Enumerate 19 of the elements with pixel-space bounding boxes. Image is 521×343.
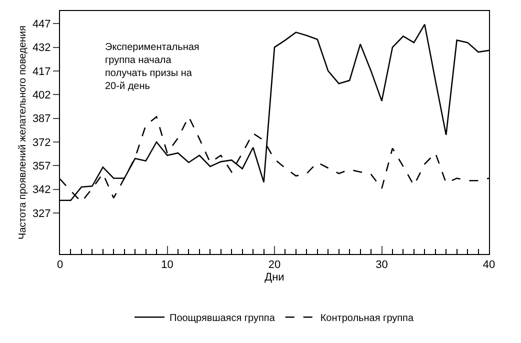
y-tick-label: 372: [32, 136, 51, 149]
y-tick-label: 402: [32, 89, 51, 102]
y-tick-label: 357: [32, 160, 51, 172]
legend-label: Контрольная группа: [320, 313, 414, 324]
y-tick-label: 342: [32, 184, 51, 196]
x-axis-title: Дни: [264, 271, 284, 284]
x-tick-label: 20: [268, 259, 281, 272]
y-tick-label: 417: [32, 66, 51, 78]
x-tick-label: 0: [56, 259, 64, 272]
y-axis-title: Частота проявлений желательного поведения: [17, 26, 28, 240]
x-tick-label: 10: [161, 259, 174, 272]
y-tick-label: 447: [32, 18, 51, 30]
x-tick-label: 30: [376, 259, 388, 272]
y-tick-label: 327: [32, 208, 51, 220]
annotation: Экспериментальная группа начала получать призы на 20-й день: [105, 42, 200, 92]
x-tick-label: 40: [482, 259, 496, 272]
legend-label: Поощрявшаяся группа: [170, 313, 276, 324]
y-tick-label: 387: [32, 113, 51, 126]
y-tick-label: 432: [32, 42, 51, 54]
